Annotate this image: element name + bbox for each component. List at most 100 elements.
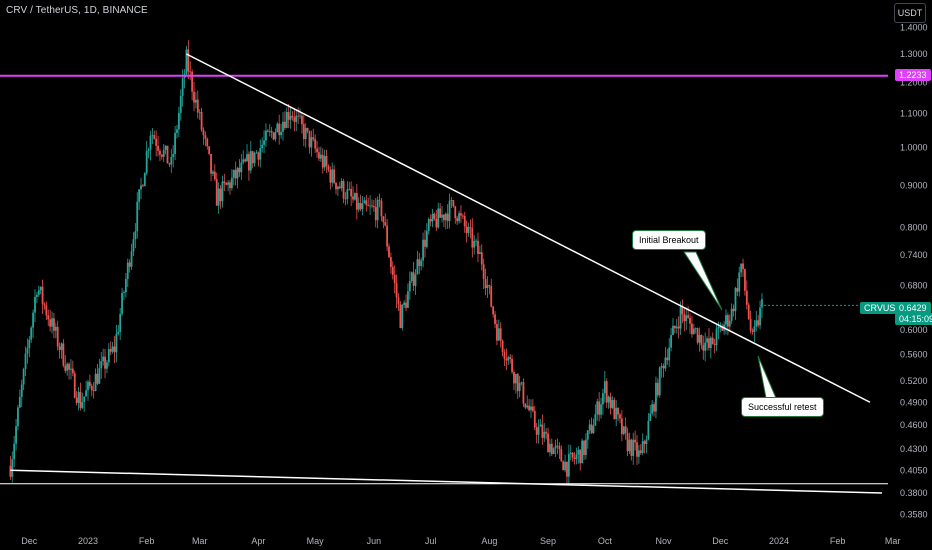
candle-body <box>747 304 750 319</box>
candle-body <box>145 150 148 174</box>
candle-body <box>283 121 286 128</box>
candle-body <box>444 213 447 221</box>
candle-body <box>573 457 576 459</box>
candle-body <box>352 196 354 200</box>
candle-body <box>142 185 144 187</box>
candle-body <box>177 112 180 130</box>
candle-body <box>711 337 714 345</box>
y-tick-label: 1.0000 <box>900 143 928 153</box>
y-tick-label: 0.6000 <box>900 325 928 335</box>
candle-body <box>232 169 235 178</box>
candle-body <box>427 219 430 231</box>
candle-body <box>477 240 479 254</box>
candle-body <box>630 439 633 456</box>
candle-body <box>499 328 502 341</box>
candle-body <box>645 439 648 444</box>
candle-body <box>619 414 621 419</box>
candle-body <box>26 348 29 354</box>
candle-body <box>647 420 650 440</box>
candle-body <box>454 206 457 219</box>
x-tick-label: Oct <box>598 536 613 546</box>
candle-body <box>488 285 491 287</box>
candle-body <box>88 381 91 386</box>
candle-body <box>98 368 101 384</box>
candle-body <box>316 148 318 153</box>
candle-body <box>569 452 572 455</box>
candle-body <box>229 182 231 189</box>
candle-body <box>338 186 341 189</box>
candle-body <box>100 361 103 369</box>
candle-body <box>562 461 565 471</box>
candle-body <box>291 115 294 118</box>
candle-body <box>261 144 264 149</box>
candle-body <box>87 381 89 391</box>
candle-body <box>531 406 534 411</box>
candle-body <box>456 218 459 222</box>
candle-body <box>102 356 105 362</box>
candle-body <box>577 449 580 455</box>
y-tick-label: 1.4000 <box>900 23 928 33</box>
candle-body <box>49 319 52 327</box>
candle-body <box>594 414 597 426</box>
candle-body <box>382 216 385 223</box>
candle-body <box>70 368 72 370</box>
candle-body <box>193 91 195 103</box>
initial-breakout-note: Initial Breakout <box>632 230 706 250</box>
candle-body <box>58 346 61 350</box>
candle-body <box>662 366 665 369</box>
candle-body <box>386 225 389 247</box>
candle-body <box>85 390 88 397</box>
candle-body <box>441 214 443 218</box>
candle-body <box>68 363 70 370</box>
candle-body <box>295 115 298 122</box>
candle-body <box>596 401 599 415</box>
candle-body <box>634 439 637 443</box>
candle-body <box>289 115 292 120</box>
candle-body <box>276 123 279 133</box>
x-tick-label: Aug <box>481 536 497 546</box>
currency-button[interactable]: USDT <box>894 3 926 23</box>
candle-body <box>242 159 245 163</box>
candle-body <box>550 443 553 455</box>
candle-body <box>744 269 746 291</box>
candle-body <box>397 297 400 305</box>
candle-body <box>312 137 315 140</box>
candle-body <box>422 239 424 261</box>
candle-body <box>541 424 544 438</box>
candle-body <box>176 129 178 133</box>
x-tick-label: 2023 <box>78 536 98 546</box>
candle-body <box>641 441 644 453</box>
candle-body <box>443 214 445 221</box>
candle-body <box>689 317 691 324</box>
candle-body <box>166 145 169 164</box>
candle-body <box>757 320 760 326</box>
candle-body <box>321 154 324 168</box>
candle-body <box>475 240 477 242</box>
candle-body <box>333 169 336 183</box>
candle-body <box>304 128 307 140</box>
candle-body <box>588 424 591 431</box>
lower-trendline <box>10 469 883 494</box>
candle-body <box>405 302 407 308</box>
candle-body <box>251 151 254 164</box>
candle-body <box>391 266 394 275</box>
candle-body <box>666 357 669 361</box>
candle-body <box>685 315 688 322</box>
candle-body <box>622 426 625 435</box>
candle-body <box>90 385 93 391</box>
candle-body <box>435 218 438 228</box>
x-tick-label: Feb <box>830 536 846 546</box>
candle-body <box>246 154 248 162</box>
candle-body <box>56 326 59 347</box>
y-tick-label: 0.4600 <box>900 420 928 430</box>
candle-body <box>664 357 667 369</box>
candle-body <box>30 327 33 340</box>
y-tick-label: 0.4900 <box>900 397 928 407</box>
candle-body <box>471 228 474 248</box>
candle-body <box>134 231 137 240</box>
candle-body <box>365 200 368 205</box>
candle-body <box>336 186 339 190</box>
candle-body <box>280 131 283 136</box>
candle-body <box>518 382 521 392</box>
